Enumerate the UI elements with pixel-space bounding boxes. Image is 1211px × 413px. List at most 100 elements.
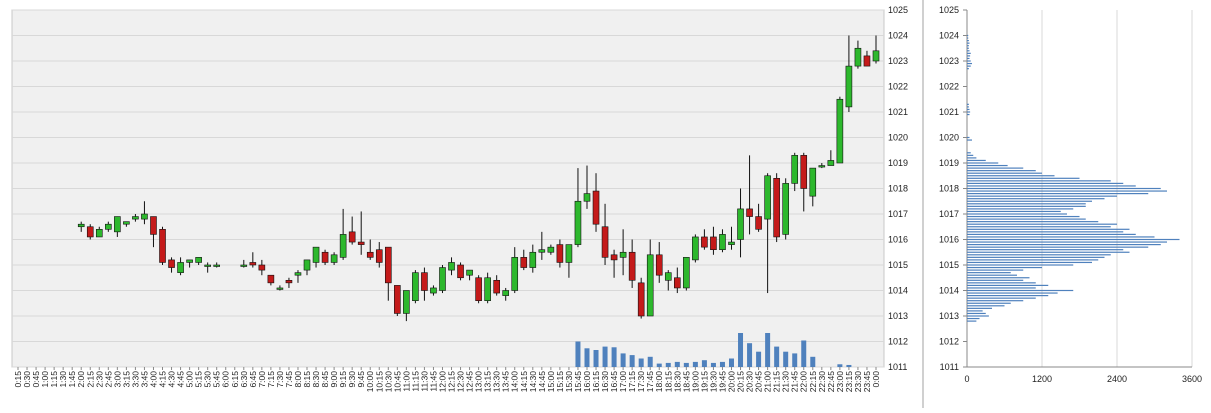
candle-up — [294, 272, 302, 276]
x-tick-label: 7:30 — [275, 371, 285, 388]
x-tick-label: 5:15 — [194, 371, 204, 388]
x-tick-label: 2:30 — [94, 371, 104, 388]
candle-up — [664, 272, 672, 281]
profile-bar — [967, 195, 1117, 197]
profile-bar — [967, 312, 986, 315]
y-tick-label: 1015 — [888, 260, 908, 270]
x-tick-label: 17:00 — [618, 371, 628, 393]
x-tick-label: 18:15 — [663, 371, 673, 393]
volume-bar — [683, 362, 689, 367]
x-tick-label: 1:00 — [40, 371, 50, 388]
x-tick-label: 16:00 — [582, 371, 592, 393]
volume-bar — [575, 341, 581, 367]
candle-up — [403, 290, 410, 314]
candle-down — [710, 236, 717, 250]
x-tick-label: 6:00 — [221, 371, 231, 388]
candle-down — [150, 216, 157, 235]
profile-x-tick-label: 1200 — [1032, 374, 1052, 384]
profile-bar — [967, 310, 983, 312]
x-tick-label: 19:00 — [690, 371, 700, 393]
y-tick-label: 1013 — [888, 311, 908, 321]
profile-y-tick-label: 1016 — [939, 235, 959, 245]
profile-bar — [967, 277, 1030, 279]
profile-bar — [967, 139, 972, 141]
profile-bar — [967, 190, 1167, 192]
candle-up — [619, 251, 627, 258]
candle-up — [412, 272, 419, 301]
x-tick-label: 14:30 — [528, 371, 538, 393]
volume-bar — [710, 362, 716, 367]
profile-bar — [967, 50, 970, 52]
x-tick-label: 10:15 — [374, 371, 384, 393]
profile-bar — [967, 210, 1061, 213]
volume-bar — [738, 333, 744, 367]
profile-bar — [967, 274, 1017, 276]
candle-up — [565, 244, 573, 263]
profile-bar — [967, 113, 970, 116]
x-tick-label: 18:00 — [654, 371, 664, 393]
x-tick-label: 22:00 — [799, 371, 809, 393]
x-tick-label: 22:15 — [808, 371, 818, 393]
profile-bar — [967, 37, 969, 39]
x-tick-label: 12:30 — [456, 371, 466, 393]
candle-down — [168, 259, 175, 268]
x-tick-label: 20:15 — [736, 371, 746, 393]
candle-down — [249, 262, 257, 266]
x-tick-label: 8:45 — [320, 371, 330, 388]
candle-up — [692, 236, 699, 261]
x-tick-label: 13:15 — [483, 371, 493, 393]
x-tick-label: 2:15 — [85, 371, 95, 388]
candle-up — [95, 229, 103, 238]
candle-up — [484, 277, 491, 302]
profile-bar — [967, 203, 1086, 205]
profile-bar — [967, 218, 1086, 220]
x-tick-label: 17:15 — [627, 371, 637, 393]
profile-bar — [967, 236, 1155, 238]
y-tick-label: 1020 — [888, 133, 908, 143]
x-tick-label: 13:00 — [474, 371, 484, 393]
profile-bar — [967, 68, 969, 70]
volume-bar — [801, 340, 807, 367]
x-tick-label: 11:30 — [419, 371, 429, 392]
candle-down — [601, 226, 609, 258]
profile-bar — [967, 205, 1086, 207]
x-tick-label: 10:30 — [383, 371, 393, 393]
profile-bar — [967, 103, 969, 105]
candle-down — [520, 257, 528, 268]
x-tick-label: 12:15 — [447, 371, 457, 393]
candle-up — [583, 193, 591, 202]
volume-bar — [756, 351, 762, 367]
volume-bar — [638, 358, 644, 367]
candle-down — [394, 285, 401, 314]
profile-x-tick-label: 2400 — [1107, 374, 1127, 384]
profile-bar — [967, 297, 1036, 299]
volume-bar — [584, 348, 590, 367]
x-tick-label: 19:15 — [699, 371, 709, 393]
candle-up — [312, 246, 320, 263]
profile-bar — [967, 47, 969, 49]
candle-down — [637, 282, 645, 317]
volume-bar — [611, 347, 617, 367]
profile-bar — [967, 164, 1008, 167]
x-tick-label: 7:00 — [257, 371, 267, 388]
volume-bar — [728, 358, 734, 367]
x-tick-label: 2:00 — [76, 371, 86, 388]
candle-up — [186, 259, 193, 263]
x-tick-label: 8:00 — [293, 371, 303, 388]
candle-down — [366, 251, 374, 258]
profile-bar — [967, 177, 1080, 179]
y-tick-label: 1017 — [888, 209, 908, 219]
x-tick-label: 12:00 — [437, 371, 447, 393]
x-tick-label: 0:15 — [13, 371, 23, 388]
volume-bar — [665, 362, 671, 367]
x-tick-label: 15:00 — [546, 371, 556, 393]
profile-bar — [967, 180, 1111, 182]
profile-bar — [967, 272, 1011, 274]
x-tick-label: 5:45 — [212, 371, 222, 388]
profile-y-tick-label: 1018 — [939, 184, 959, 194]
profile-bar — [967, 65, 971, 67]
candle-down — [267, 274, 275, 284]
profile-bar — [967, 264, 1074, 266]
profile-bar — [967, 269, 1024, 271]
x-tick-label: 9:15 — [338, 371, 348, 388]
